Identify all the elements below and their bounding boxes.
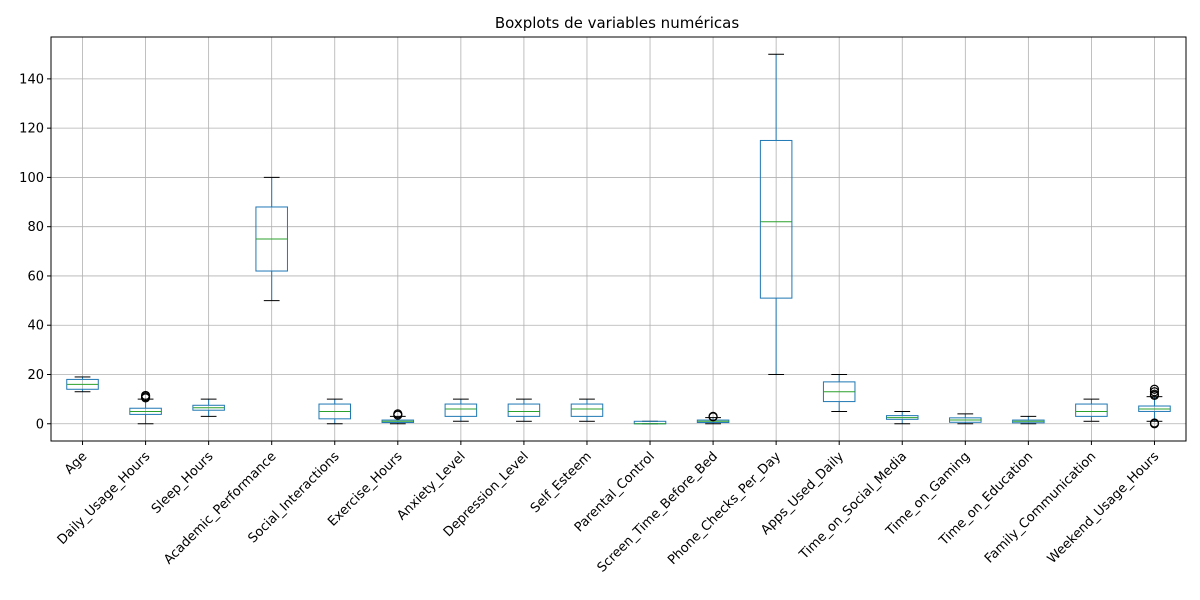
x-tick-label: Self_Esteem [528, 449, 595, 516]
y-tick-label: 40 [27, 319, 44, 334]
y-tick-label: 140 [19, 72, 44, 87]
y-tick-label: 80 [27, 220, 44, 235]
grid-lines [51, 37, 1186, 441]
box-sleep-hours [192, 398, 225, 417]
box-weekend-usage-hours [1138, 384, 1171, 429]
box-exercise-hours [381, 409, 415, 425]
flier-point [140, 390, 151, 401]
flier-point [1149, 418, 1160, 428]
y-tick-label: 120 [19, 122, 44, 137]
y-tick-label: 60 [27, 269, 44, 284]
box-family-communication [1075, 398, 1108, 422]
box-iqr [759, 139, 793, 299]
box-time-on-gaming [949, 413, 982, 425]
box-depression-level [507, 398, 541, 422]
y-tick-label: 0 [36, 417, 44, 432]
box-time-on-social-media [885, 410, 919, 425]
x-axis: AgeDaily_Usage_HoursSleep_HoursAcademic_… [55, 441, 1163, 576]
box-age [66, 376, 99, 393]
x-tick-label: Weekend_Usage_Hours [1045, 449, 1163, 567]
x-tick-label: Academic_Performance [161, 449, 279, 567]
y-tick-label: 100 [19, 171, 44, 186]
x-tick-label: Age [62, 449, 90, 477]
box-phone-checks-per-day [759, 53, 793, 375]
box-screen-time-before-bed [696, 411, 730, 425]
flier-point [1149, 384, 1160, 394]
y-axis: 0 20 40 60 80 100 120 140 [19, 72, 51, 432]
flier-point [1149, 387, 1160, 397]
flier-point [1149, 389, 1160, 399]
x-tick-label: Sleep_Hours [149, 449, 217, 517]
x-tick-label: Time_on_Social_Media [796, 449, 910, 563]
flier-point [708, 411, 718, 421]
box-anxiety-level [444, 398, 478, 422]
box-iqr [570, 403, 604, 417]
box-iqr [507, 403, 541, 417]
x-tick-label: Family_Communication [982, 449, 1099, 566]
flier-point [393, 409, 403, 419]
chart-title: Boxplots de variables numéricas [495, 14, 739, 32]
x-tick-label: Phone_Checks_Per_Day [665, 449, 784, 568]
box-academic-performance [255, 176, 288, 302]
y-tick-label: 20 [27, 368, 44, 383]
box-social-interactions [318, 398, 352, 425]
box-apps-used-daily [822, 373, 856, 412]
boxes-layer [66, 53, 1171, 429]
box-daily-usage-hours [129, 390, 162, 425]
box-iqr [1075, 403, 1108, 417]
box-parental-control [633, 420, 667, 425]
plot-frame [50, 36, 1187, 442]
box-time-on-education [1012, 415, 1045, 425]
box-self-esteem [570, 398, 604, 422]
box-iqr [444, 403, 478, 417]
x-tick-label: Screen_Time_Before_Bed [595, 449, 721, 575]
